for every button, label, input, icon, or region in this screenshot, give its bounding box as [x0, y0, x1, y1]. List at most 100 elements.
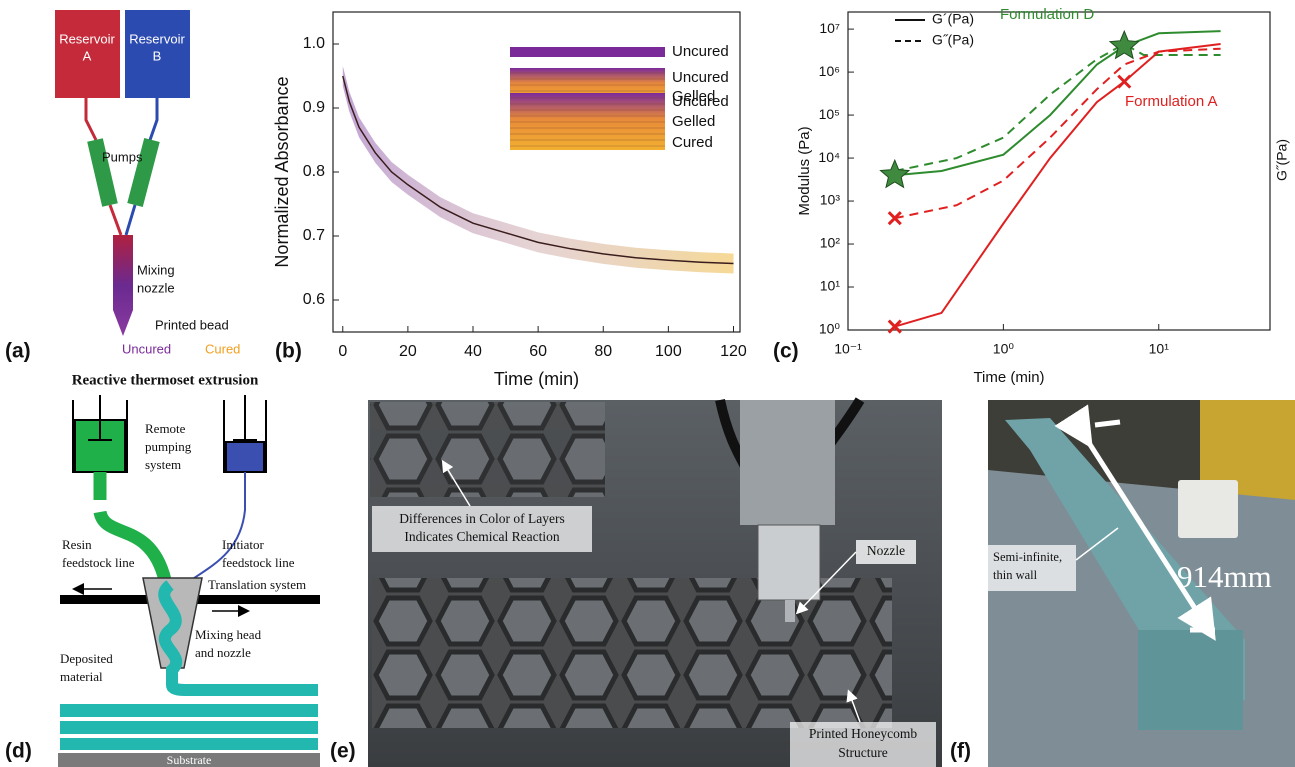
uncured-label: Uncured: [122, 341, 171, 356]
cured-label: Cured: [205, 341, 240, 356]
x-tick-label: 0: [338, 343, 347, 360]
reservoir-label: B: [153, 48, 162, 63]
reservoir-label: Reservoir: [129, 31, 185, 46]
tube: [110, 205, 121, 235]
y-tick-label: 10⁰: [819, 321, 841, 337]
panel-label: (b): [275, 340, 302, 363]
nozzle-block: [758, 525, 820, 600]
x-tick-label: 40: [464, 343, 482, 360]
print-head: [740, 400, 835, 525]
mixing-nozzle: [113, 235, 133, 336]
y-tick-label: 0.9: [303, 99, 325, 116]
x-tick-label: 120: [720, 343, 747, 360]
x-axis-label: Time (min): [973, 369, 1044, 386]
label: Remote: [145, 421, 186, 436]
star-marker: [881, 160, 910, 187]
tube: [86, 98, 96, 140]
nozzle-label: Mixing: [137, 262, 175, 277]
label: Mixing head: [195, 627, 262, 642]
annotation: Formulation A: [1125, 93, 1218, 110]
legend-label: G´(Pa): [932, 11, 974, 27]
x-tick-label: 10¹: [1149, 341, 1170, 357]
y-tick-label: 10²: [820, 235, 841, 251]
nozzle-label: nozzle: [137, 280, 175, 295]
syringe-initiator: [226, 442, 264, 472]
panel-label: (e): [330, 740, 356, 763]
legend-label: Cured: [672, 134, 713, 151]
layer: [60, 721, 318, 734]
label: pumping: [145, 439, 192, 454]
y-tick-label: 10⁵: [819, 106, 840, 122]
legend-label: G˝(Pa): [932, 32, 974, 48]
panel-e-photo: [368, 400, 942, 767]
cross-marker: [889, 321, 901, 333]
annotation: Printed Honeycomb: [809, 726, 918, 741]
x-tick-label: 60: [529, 343, 547, 360]
cross-marker: [1118, 76, 1130, 88]
annotation: Nozzle: [867, 543, 905, 558]
panel-label: (a): [5, 340, 31, 363]
bead-label: Printed bead: [155, 317, 229, 332]
pumps-label: Pumps: [102, 149, 143, 164]
initiator-line: [178, 472, 245, 590]
y-tick-label: 10⁴: [818, 149, 840, 165]
tube: [150, 98, 157, 140]
y-tick-label: 10⁷: [819, 20, 840, 36]
y-tick-label: 10³: [820, 192, 841, 208]
data-line: [895, 49, 1221, 219]
tube: [126, 205, 135, 235]
legend-label: Uncured: [672, 43, 729, 60]
annotation: Structure: [838, 745, 888, 760]
y-tick-label: 0.6: [303, 291, 325, 308]
figure: (a)(b)(c)(d)(e)(f)ReservoirAReservoirBPu…: [0, 0, 1295, 767]
panel-title: Reactive thermoset extrusion: [72, 372, 259, 388]
annotation: Indicates Chemical Reaction: [404, 529, 559, 544]
reservoir-label: A: [83, 48, 92, 63]
layer: [60, 704, 318, 717]
legend-label: Uncured: [672, 69, 729, 86]
y-tick-label: 0.7: [303, 227, 325, 244]
legend-label: Uncured: [672, 93, 729, 110]
label: and nozzle: [195, 645, 251, 660]
label: feedstock line: [62, 555, 135, 570]
x-axis-label: Time (min): [494, 369, 579, 389]
legend-swatch: [510, 47, 665, 57]
y-axis-label: Modulus (Pa): [796, 126, 813, 215]
x-tick-label: 10⁰: [993, 341, 1015, 357]
label: Deposited: [60, 651, 113, 666]
annotation: Differences in Color of Layers: [399, 511, 564, 526]
label: system: [145, 457, 181, 472]
y-axis-label: Normalized Absorbance: [272, 76, 292, 267]
data-line: [895, 44, 1221, 327]
panel-label: (f): [950, 740, 971, 763]
y-tick-label: 0.8: [303, 163, 325, 180]
label: Initiator: [222, 537, 265, 552]
legend-swatch: [510, 93, 665, 150]
plot-frame: [848, 12, 1270, 330]
y2-axis-label: G˝(Pa): [1274, 139, 1290, 181]
y-tick-label: 1.0: [303, 35, 325, 52]
length-label: 914mm: [1177, 559, 1272, 594]
y-tick-label: 10⁶: [819, 63, 840, 79]
x-tick-label: 80: [594, 343, 612, 360]
x-tick-label: 10⁻¹: [834, 341, 862, 357]
reservoir-label: Reservoir: [59, 31, 115, 46]
label: Substrate: [167, 753, 212, 767]
layer: [60, 738, 318, 750]
marker-line: [1095, 422, 1120, 425]
label: Resin: [62, 537, 92, 552]
panel-label: (c): [773, 340, 799, 363]
label: feedstock line: [222, 555, 295, 570]
annotation: Semi-infinite,: [993, 550, 1062, 564]
x-tick-label: 20: [399, 343, 417, 360]
honeycomb: [370, 402, 605, 497]
star-marker: [1110, 31, 1139, 58]
gauge: [1178, 480, 1238, 538]
annotation: Formulation D: [1000, 6, 1094, 23]
y-tick-label: 10¹: [820, 278, 841, 294]
nozzle-tip: [785, 600, 795, 622]
legend-label: Gelled: [672, 113, 715, 130]
x-tick-label: 100: [655, 343, 682, 360]
annotation: thin wall: [993, 568, 1038, 582]
label: material: [60, 669, 103, 684]
